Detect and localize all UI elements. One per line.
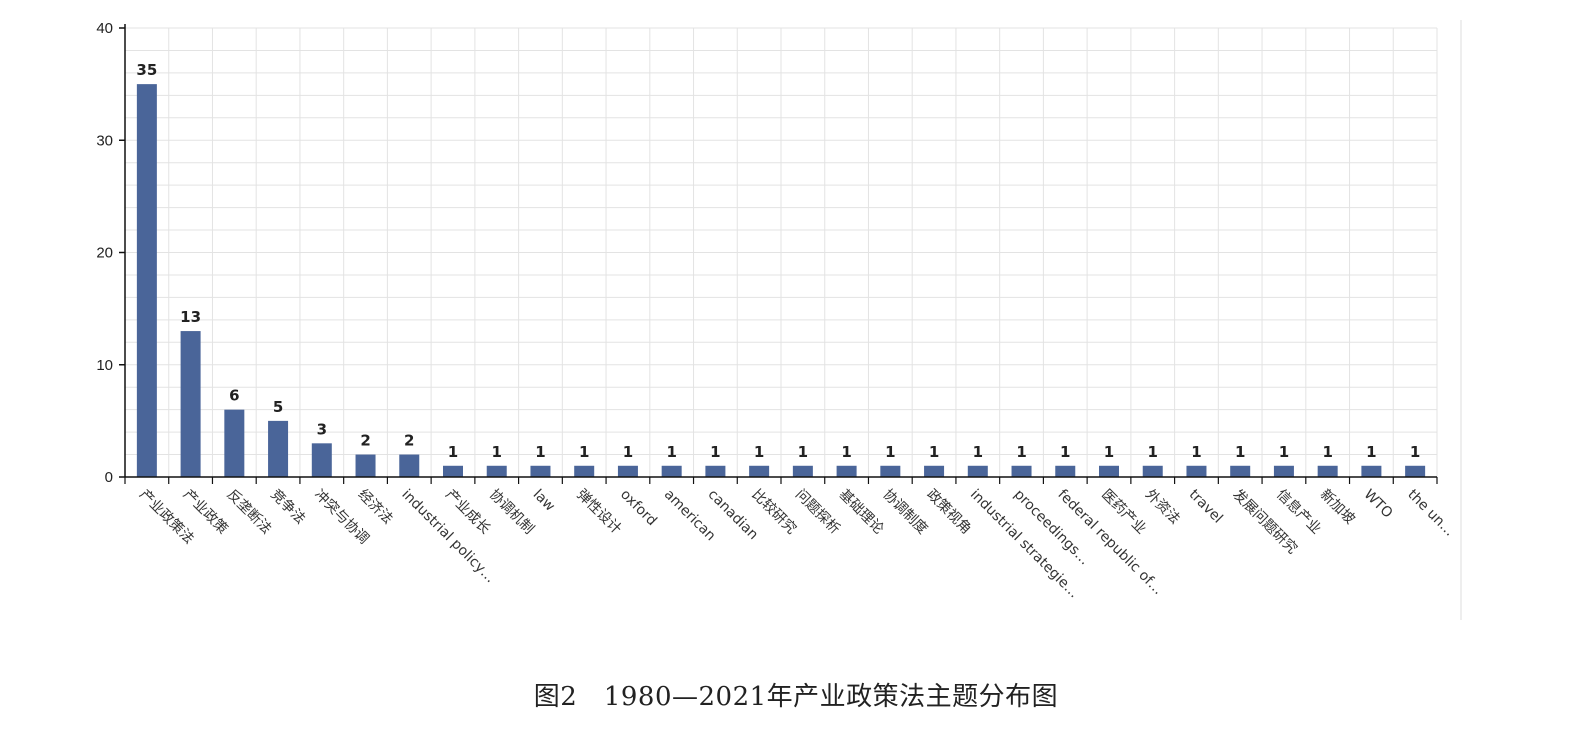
bar bbox=[1317, 465, 1338, 477]
bar bbox=[1055, 465, 1076, 477]
data-label: 1 bbox=[1235, 443, 1245, 461]
x-tick-label: WTO bbox=[1361, 487, 1396, 522]
data-label: 2 bbox=[404, 432, 414, 450]
data-label: 1 bbox=[1060, 443, 1070, 461]
y-tick-labels: 0 10 20 30 40 bbox=[96, 20, 113, 486]
axes bbox=[119, 20, 1462, 620]
x-tick-label: 政策视角 bbox=[923, 486, 975, 538]
x-tick-label: the un… bbox=[1404, 487, 1457, 540]
data-label: 1 bbox=[1104, 443, 1114, 461]
bar bbox=[1361, 465, 1382, 477]
bar bbox=[705, 465, 726, 477]
data-label: 1 bbox=[1322, 443, 1332, 461]
bar bbox=[1142, 465, 1163, 477]
bars bbox=[136, 84, 1426, 477]
x-tick-label: 经济法 bbox=[355, 487, 396, 528]
y-tick-label: 30 bbox=[96, 132, 113, 149]
x-tick-label: 问题探析 bbox=[792, 487, 843, 538]
bar bbox=[836, 465, 857, 477]
y-tick-label: 0 bbox=[105, 469, 113, 486]
data-label: 1 bbox=[1191, 443, 1201, 461]
x-tick-label: 协调机制 bbox=[486, 487, 537, 538]
x-tick-label: travel bbox=[1186, 487, 1226, 527]
data-label: 3 bbox=[317, 420, 327, 438]
x-tick-label: 竞争法 bbox=[267, 486, 309, 528]
figure-caption: 图2 1980—2021年产业政策法主题分布图 bbox=[533, 682, 1059, 712]
bar bbox=[224, 409, 245, 477]
data-label: 2 bbox=[360, 432, 370, 450]
data-label: 1 bbox=[1410, 443, 1420, 461]
bar bbox=[1186, 465, 1207, 477]
data-labels: 35 13 6 5 3 2 2 1 1 1 1 1 1 1 1 1 1 1 1 1 1 1 1 1 1 1 1 1 1 1 bbox=[136, 61, 1420, 461]
bar bbox=[1099, 465, 1119, 477]
bar bbox=[355, 454, 376, 477]
data-label: 6 bbox=[229, 387, 239, 405]
y-tick-label: 10 bbox=[96, 357, 113, 374]
data-label: 1 bbox=[623, 443, 633, 461]
bar bbox=[268, 420, 289, 477]
bar bbox=[311, 443, 332, 477]
x-tick-label: 反垄断法 bbox=[224, 487, 275, 538]
data-label: 1 bbox=[579, 443, 589, 461]
x-tick-label: proceedings… bbox=[1011, 487, 1093, 569]
bar bbox=[967, 465, 988, 477]
x-tick-label: oxford bbox=[617, 487, 660, 530]
data-label: 1 bbox=[492, 443, 502, 461]
data-label: 1 bbox=[1016, 443, 1026, 461]
bar bbox=[661, 465, 682, 477]
grid-lines bbox=[124, 27, 1438, 478]
x-tick-label: 协调制度 bbox=[880, 487, 931, 538]
data-label: 1 bbox=[1279, 443, 1289, 461]
y-tick-label: 40 bbox=[96, 20, 113, 37]
data-label: 1 bbox=[798, 443, 808, 461]
bar bbox=[574, 465, 595, 477]
x-tick-label: 外资法 bbox=[1142, 487, 1183, 528]
data-label: 1 bbox=[1148, 443, 1158, 461]
bar bbox=[530, 465, 551, 477]
bar bbox=[486, 465, 507, 477]
x-tick-label: 基础理论 bbox=[836, 486, 888, 538]
bar bbox=[749, 465, 770, 477]
data-label: 1 bbox=[754, 443, 764, 461]
bar bbox=[1230, 465, 1251, 477]
data-label: 1 bbox=[929, 443, 939, 461]
data-label: 1 bbox=[1366, 443, 1376, 461]
data-label: 1 bbox=[448, 443, 458, 461]
y-tick-label: 20 bbox=[96, 245, 113, 262]
bar bbox=[880, 465, 901, 477]
x-tick-label: 新加坡 bbox=[1317, 487, 1358, 528]
bar bbox=[399, 454, 420, 477]
data-label: 1 bbox=[973, 443, 983, 461]
bar bbox=[1273, 465, 1294, 477]
data-label: 13 bbox=[180, 308, 201, 326]
data-label: 1 bbox=[535, 443, 545, 461]
bar bbox=[924, 465, 945, 477]
bar bbox=[443, 465, 463, 477]
bar bbox=[1405, 465, 1426, 477]
bar bbox=[180, 331, 201, 477]
data-label: 1 bbox=[841, 443, 851, 461]
x-tick-label: law bbox=[530, 487, 558, 515]
data-label: 1 bbox=[666, 443, 676, 461]
bar bbox=[617, 465, 638, 477]
data-label: 35 bbox=[136, 61, 157, 79]
data-label: 1 bbox=[710, 443, 720, 461]
data-label: 5 bbox=[273, 398, 283, 416]
data-label: 1 bbox=[885, 443, 895, 461]
x-tick-label: 弹性设计 bbox=[573, 487, 624, 538]
bar bbox=[1011, 465, 1032, 477]
bar bbox=[792, 465, 813, 477]
bar bbox=[136, 84, 157, 477]
